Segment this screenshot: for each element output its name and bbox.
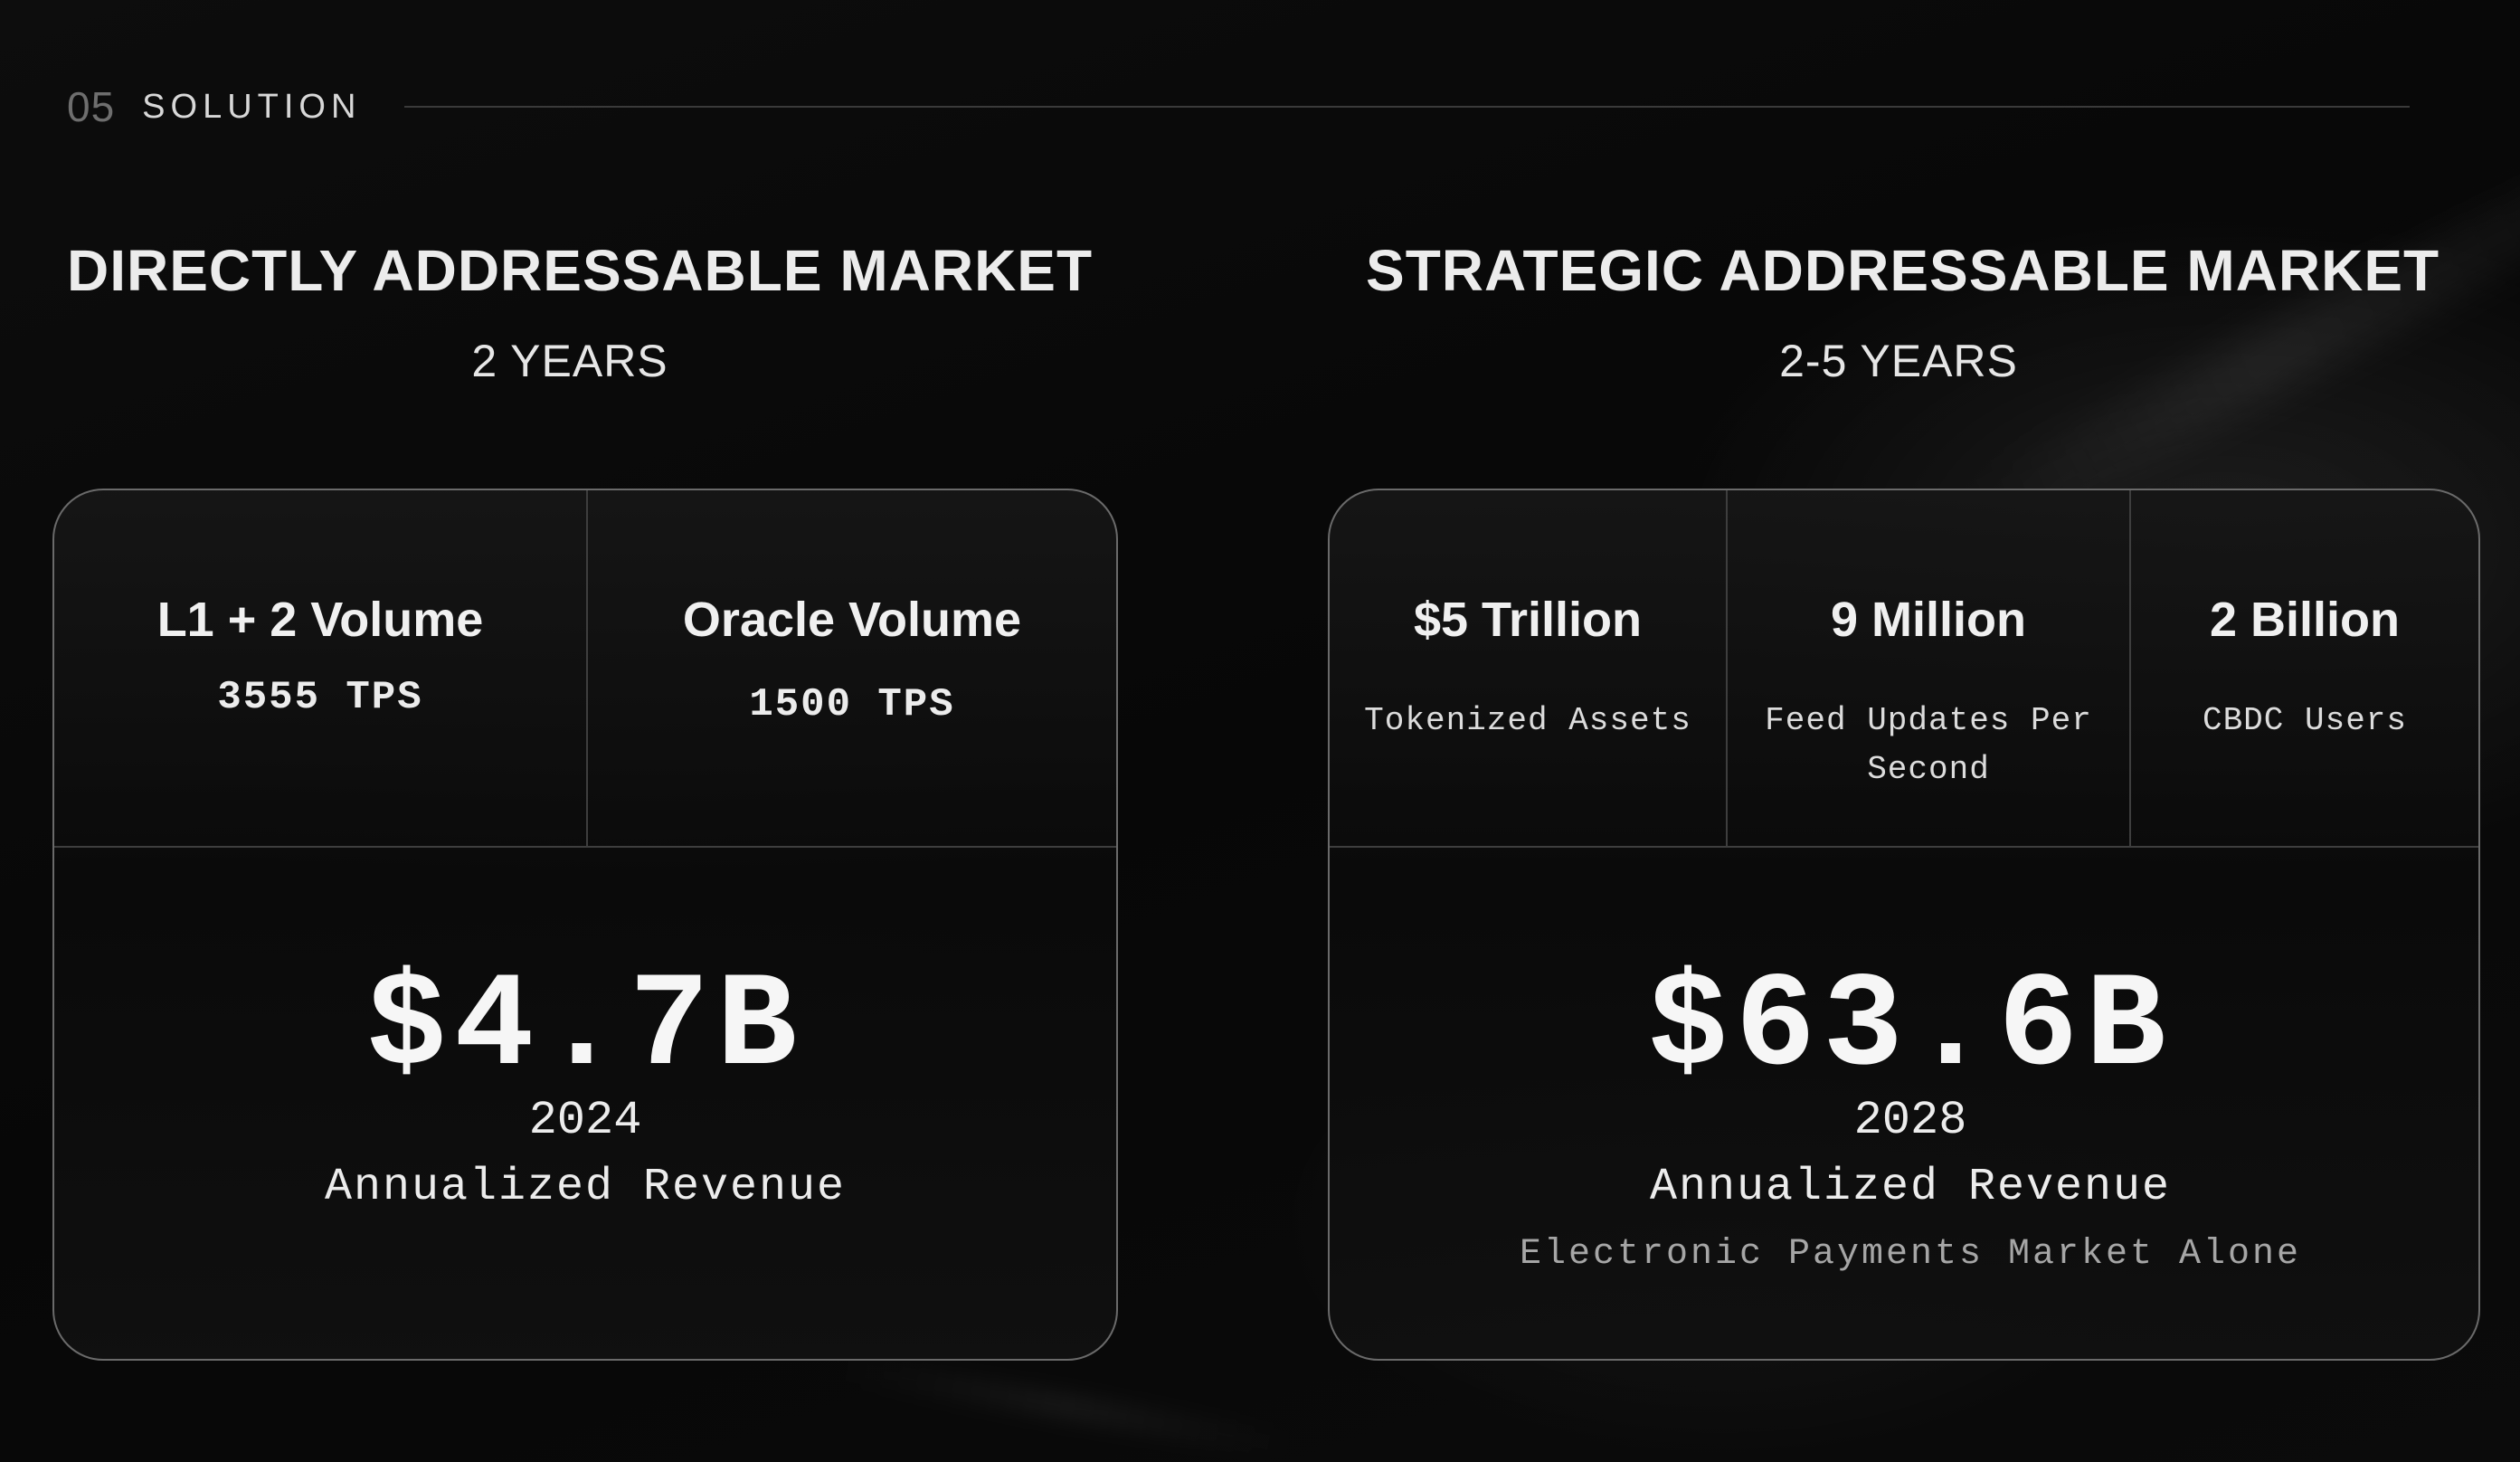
- metric-cell-l1-l2-volume: L1 + 2 Volume 3555 TPS: [54, 490, 586, 846]
- direct-market-heading: DIRECTLY ADDRESSABLE MARKET: [67, 238, 1094, 303]
- metric-description: Feed Updates Per Second: [1765, 702, 2092, 788]
- revenue-year: 2024: [528, 1094, 642, 1147]
- revenue-label: Annualized Revenue: [324, 1162, 847, 1213]
- strategic-market-timeframe: 2-5 YEARS: [1779, 336, 2018, 386]
- section-title: SOLUTION: [142, 87, 362, 126]
- direct-market-panel: L1 + 2 Volume 3555 TPS Oracle Volume 150…: [52, 489, 1118, 1361]
- section-divider: [404, 106, 2410, 108]
- metric-cell-feed-updates: 9 Million Feed Updates Per Second: [1726, 490, 2129, 846]
- strategic-market-panel: $5 Trillion Tokenized Assets 9 Million F…: [1328, 489, 2480, 1361]
- metric-value: 1500 TPS: [749, 682, 955, 727]
- metric-title: $5 Trillion: [1413, 593, 1643, 647]
- revenue-note: Electronic Payments Market Alone: [1519, 1234, 2302, 1275]
- revenue-year: 2028: [1853, 1094, 1967, 1147]
- direct-market-metrics: L1 + 2 Volume 3555 TPS Oracle Volume 150…: [54, 490, 1116, 848]
- revenue-value: $63.6B: [1647, 953, 2174, 1104]
- metric-cell-oracle-volume: Oracle Volume 1500 TPS: [586, 490, 1116, 846]
- metric-description: CBDC Users: [2202, 702, 2408, 739]
- strategic-market-heading: STRATEGIC ADDRESSABLE MARKET: [1366, 238, 2440, 303]
- direct-market-timeframe: 2 YEARS: [471, 336, 668, 386]
- metric-value: 3555 TPS: [217, 675, 423, 720]
- strategic-market-metrics: $5 Trillion Tokenized Assets 9 Million F…: [1330, 490, 2478, 848]
- strategic-market-revenue: $63.6B 2028 Annualized Revenue Electroni…: [1330, 848, 2478, 1359]
- metric-title: 9 Million: [1831, 593, 2026, 647]
- metric-cell-cbdc-users: 2 Billion CBDC Users: [2129, 490, 2478, 846]
- metric-cell-tokenized-assets: $5 Trillion Tokenized Assets: [1330, 490, 1726, 846]
- metric-title: L1 + 2 Volume: [156, 593, 484, 647]
- revenue-value: $4.7B: [365, 953, 805, 1104]
- section-number: 05: [67, 83, 116, 130]
- revenue-label: Annualized Revenue: [1649, 1162, 2172, 1213]
- direct-market-revenue: $4.7B 2024 Annualized Revenue: [54, 848, 1116, 1359]
- section-header: 05 SOLUTION: [67, 80, 2410, 134]
- metric-description: Tokenized Assets: [1364, 702, 1691, 739]
- metric-title: Oracle Volume: [682, 593, 1022, 647]
- metric-title: 2 Billion: [2209, 593, 2400, 647]
